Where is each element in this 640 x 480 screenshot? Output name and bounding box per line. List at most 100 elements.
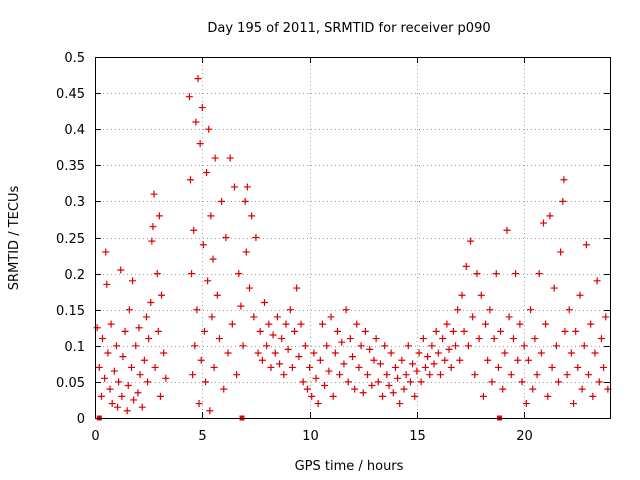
data-point <box>600 363 608 371</box>
data-point <box>213 291 221 299</box>
data-point <box>368 382 376 390</box>
data-point <box>426 371 434 379</box>
data-point <box>555 378 562 386</box>
data-point <box>486 306 494 314</box>
data-point <box>154 327 162 335</box>
data-point <box>209 255 217 263</box>
data-point <box>550 284 558 292</box>
data-point <box>124 382 132 390</box>
data-point <box>241 197 249 205</box>
data-point <box>456 356 464 364</box>
data-point <box>454 306 462 314</box>
data-point <box>252 234 260 241</box>
data-point <box>597 335 605 343</box>
data-point <box>593 277 601 285</box>
data-point <box>340 360 348 368</box>
data-point <box>490 335 498 343</box>
data-point <box>482 320 490 328</box>
data-point <box>441 356 449 364</box>
data-point <box>357 342 365 350</box>
data-point <box>460 327 468 335</box>
data-point <box>595 378 603 386</box>
chart-title: Day 195 of 2011, SRMTID for receiver p09… <box>207 21 490 36</box>
data-point <box>436 371 444 379</box>
data-point <box>503 226 511 234</box>
y-tick-label: 0.35 <box>56 159 85 174</box>
data-point <box>267 363 275 371</box>
data-point <box>197 356 205 364</box>
data-point <box>376 360 384 368</box>
data-point <box>160 349 168 357</box>
data-point <box>383 371 391 379</box>
data-point <box>155 212 163 220</box>
data-point <box>561 327 569 335</box>
data-point <box>102 248 110 256</box>
data-point <box>195 400 203 408</box>
data-point <box>203 169 211 177</box>
data-point <box>537 349 545 357</box>
data-point <box>273 313 281 321</box>
data-point <box>222 234 230 241</box>
data-point <box>117 266 125 274</box>
data-point <box>204 277 212 285</box>
data-point <box>127 363 135 371</box>
data-point <box>151 363 159 371</box>
data-point <box>230 183 238 191</box>
data-point <box>193 306 201 314</box>
data-point <box>312 374 320 382</box>
data-point <box>101 374 109 382</box>
data-point <box>191 342 199 350</box>
y-tick-label: 0.05 <box>56 376 85 391</box>
data-point <box>449 327 457 335</box>
plot-frame <box>95 57 611 419</box>
data-point <box>129 277 137 285</box>
data-point <box>469 313 477 321</box>
data-point <box>123 407 131 415</box>
data-point <box>578 385 586 393</box>
data-point <box>145 335 153 343</box>
data-point <box>477 291 485 299</box>
data-point <box>509 335 517 343</box>
data-point <box>284 345 292 353</box>
data-point <box>118 392 126 400</box>
data-point <box>531 335 539 343</box>
data-point <box>140 356 148 364</box>
data-point <box>389 389 397 397</box>
grid-lines <box>95 57 610 418</box>
data-point <box>359 389 367 397</box>
data-point <box>269 331 277 339</box>
data-point <box>366 345 374 353</box>
data-point <box>501 349 509 357</box>
y-tick-label: 0.5 <box>64 51 85 66</box>
data-point <box>235 270 243 278</box>
data-point <box>248 212 256 220</box>
data-point <box>439 335 447 343</box>
data-point <box>514 356 522 364</box>
data-point <box>580 342 588 350</box>
data-point <box>488 378 496 386</box>
data-point <box>445 345 453 353</box>
data-point <box>276 360 284 368</box>
data-point <box>364 371 372 379</box>
data-point <box>196 140 204 148</box>
data-point <box>381 342 389 350</box>
data-point <box>544 392 552 400</box>
data-point <box>458 291 466 299</box>
data-point <box>404 342 412 350</box>
data-point <box>226 154 234 162</box>
data-point <box>576 291 584 299</box>
data-point <box>119 353 127 361</box>
data-point <box>349 353 356 361</box>
data-point <box>370 356 378 364</box>
data-point <box>492 270 500 278</box>
data-point <box>233 371 241 379</box>
data-point <box>379 392 387 400</box>
data-point <box>261 298 269 306</box>
data-point <box>565 306 573 314</box>
data-point <box>406 378 414 386</box>
data-point <box>205 125 213 133</box>
y-tick-label: 0.3 <box>64 195 85 210</box>
data-point <box>158 291 166 299</box>
data-point <box>280 371 288 379</box>
data-point <box>306 363 314 371</box>
